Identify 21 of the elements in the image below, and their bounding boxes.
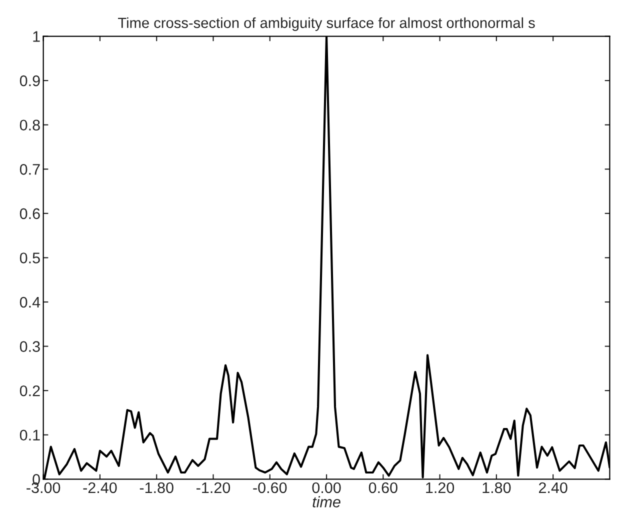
x-tick-label: 0.60 [368,482,398,494]
y-tick-label: 0.8 [20,120,40,131]
y-tick-label: 0.7 [20,164,40,175]
x-tick-label: 0.00 [312,482,341,494]
y-tick-label: 0.9 [20,75,40,86]
x-axis-title: time [312,496,340,508]
y-tick-label: 0.4 [20,296,40,308]
x-tick-label: -2.40 [83,482,117,494]
y-tick-label: 0.1 [20,430,40,441]
x-tick-label: -1.20 [196,482,230,494]
y-tick-label: 0.2 [20,385,40,396]
chart-title: Time cross-section of ambiguity surface for almost orthonormal s [118,17,535,31]
x-tick-label: 1.20 [426,482,454,494]
x-tick-label: 2.40 [538,482,568,494]
y-tick-label: 0.3 [20,341,40,352]
x-tick-label: -1.80 [140,482,174,494]
x-tick-label: 1.80 [482,482,511,494]
y-tick-label: 0.5 [20,252,40,264]
y-tick-label: 1 [33,31,40,42]
y-tick-label: 0.6 [20,208,40,220]
x-tick-label: -0.60 [253,482,287,494]
